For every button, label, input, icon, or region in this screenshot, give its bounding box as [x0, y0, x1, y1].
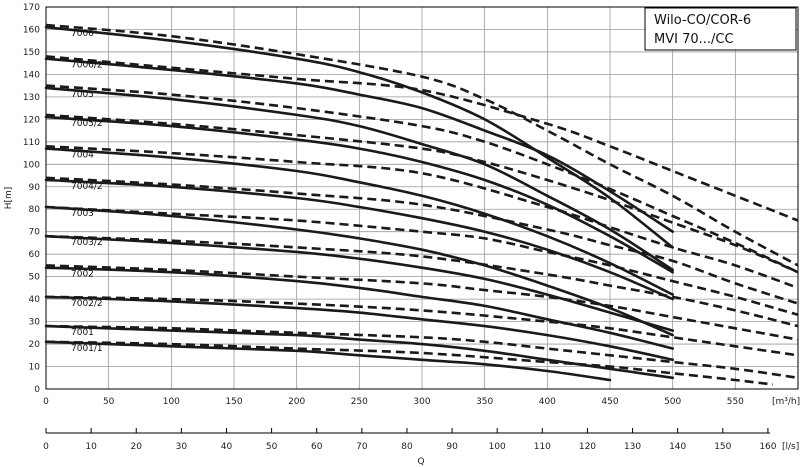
- secondary-tick-label: 90: [446, 442, 458, 452]
- grid: [46, 7, 798, 389]
- curve-solid: [44, 178, 674, 301]
- curve-solid: [44, 295, 674, 362]
- secondary-tick-label: 120: [579, 442, 596, 452]
- title-line-1: Wilo-CO/COR-6: [654, 13, 751, 28]
- y-tick-label: 40: [29, 295, 41, 305]
- curve-label: 7006/2: [71, 61, 103, 71]
- curve-dashed: [45, 113, 799, 274]
- x-unit-top: [m³/h]: [772, 397, 800, 407]
- curve-label: 7003: [71, 209, 94, 219]
- curve-dashed: [45, 205, 799, 317]
- secondary-tick-label: 0: [43, 442, 49, 452]
- curve-label: 7001/1: [71, 344, 103, 354]
- y-tick-label: 30: [29, 318, 41, 328]
- y-tick-label: 10: [29, 363, 41, 373]
- secondary-tick-label: 80: [401, 442, 413, 452]
- curve-solid: [44, 234, 674, 332]
- secondary-tick-label: 50: [266, 442, 278, 452]
- secondary-tick-label: 30: [176, 442, 188, 452]
- x-tick-label: 350: [476, 397, 493, 407]
- curve-label: 7002: [71, 270, 94, 280]
- x-tick-label: 250: [351, 397, 368, 407]
- curve-solid: [44, 115, 674, 274]
- y-tick-label: 140: [23, 70, 40, 80]
- secondary-axis-ticks: 0 10 20 30 40 50 60 70 80 90 100 110 120 130 140 150 160: [43, 428, 777, 452]
- curve-solid: [44, 86, 674, 272]
- y-tick-label: 20: [29, 340, 41, 350]
- secondary-tick-label: 20: [131, 442, 143, 452]
- curve-solid: [44, 205, 674, 337]
- y-tick-label: 160: [23, 25, 40, 35]
- y-tick-label: 70: [29, 228, 41, 238]
- y-tick-label: 60: [29, 250, 41, 260]
- y-tick-label: 120: [23, 115, 40, 125]
- curve-dashed: [45, 55, 799, 222]
- curve-label: 7004: [71, 151, 94, 161]
- curve-label: 7004/2: [71, 182, 103, 192]
- y-tick-label: 110: [23, 138, 40, 148]
- x-axis-label: Q: [417, 457, 424, 467]
- x-tick-label: 100: [163, 397, 180, 407]
- curve-label: 7006: [71, 29, 94, 39]
- curve-solid: [44, 266, 674, 350]
- curve-solid: [44, 147, 674, 296]
- x-unit-bottom: [l/s]: [782, 442, 799, 452]
- curve-dashed: [45, 340, 774, 386]
- curve-label: 7002/2: [71, 299, 103, 309]
- curve-label: 7003/2: [71, 238, 103, 248]
- y-tick-label: 90: [29, 183, 41, 193]
- y-tick-label: 150: [23, 48, 40, 58]
- title-frame: [644, 7, 797, 51]
- x-tick-labels: 0 50 100 150 200 250 300 350 400 450 500 550: [43, 397, 744, 407]
- secondary-tick-label: 10: [85, 442, 97, 452]
- curve-labels: 7006 7006/2 7005 7005/2 7004 7004/2 7003 7003/2…: [71, 29, 103, 354]
- y-tick-label: 170: [23, 3, 40, 13]
- x-tick-label: 400: [539, 397, 556, 407]
- curve-dashed: [45, 176, 799, 305]
- x-tick-label: 200: [288, 397, 305, 407]
- y-axis-label: H[m]: [4, 187, 14, 210]
- curve-dashed: [45, 295, 799, 357]
- title-box: Wilo-CO/COR-6 MVI 70.../CC: [644, 7, 797, 51]
- secondary-tick-label: 150: [714, 442, 731, 452]
- curve-dashed: [45, 324, 799, 380]
- curve-dashed: [45, 264, 799, 341]
- x-tick-label: 150: [225, 397, 242, 407]
- curve-label: 7001: [71, 328, 94, 338]
- curve-solid: [44, 57, 674, 233]
- y-tick-label: 100: [23, 160, 40, 170]
- x-tick-label: 300: [413, 397, 430, 407]
- curve-label: 7005: [71, 90, 94, 100]
- curve-dashed: [45, 84, 799, 274]
- curve-solid: [44, 340, 612, 382]
- secondary-tick-label: 160: [759, 442, 776, 452]
- plot-frame: [45, 6, 799, 390]
- x-tick-label: 450: [601, 397, 618, 407]
- secondary-tick-label: 110: [534, 442, 551, 452]
- y-tick-labels: 0 10 20 30 40 50 60 70 80 90 100 110 120 130 140 150 160…: [23, 3, 40, 395]
- secondary-tick-label: 70: [356, 442, 368, 452]
- curves: [44, 23, 799, 386]
- curve-solid: [44, 25, 674, 249]
- secondary-tick-label: 60: [311, 442, 323, 452]
- curve-dashed: [45, 145, 799, 290]
- y-tick-label: 130: [23, 93, 40, 103]
- x-tick-label: 500: [664, 397, 681, 407]
- curve-dashed: [45, 23, 799, 267]
- secondary-tick-label: 140: [669, 442, 686, 452]
- curve-dashed: [45, 234, 799, 328]
- x-tick-label: 50: [103, 397, 115, 407]
- y-tick-label: 50: [29, 273, 41, 283]
- secondary-tick-label: 130: [624, 442, 641, 452]
- secondary-tick-label: 40: [221, 442, 233, 452]
- secondary-tick-label: 100: [489, 442, 506, 452]
- y-tick-label: 0: [34, 385, 40, 395]
- title-line-2: MVI 70.../CC: [654, 32, 734, 47]
- x-tick-label: 0: [43, 397, 49, 407]
- y-tick-label: 80: [29, 205, 41, 215]
- curve-label: 7005/2: [71, 119, 103, 129]
- x-tick-label: 550: [727, 397, 744, 407]
